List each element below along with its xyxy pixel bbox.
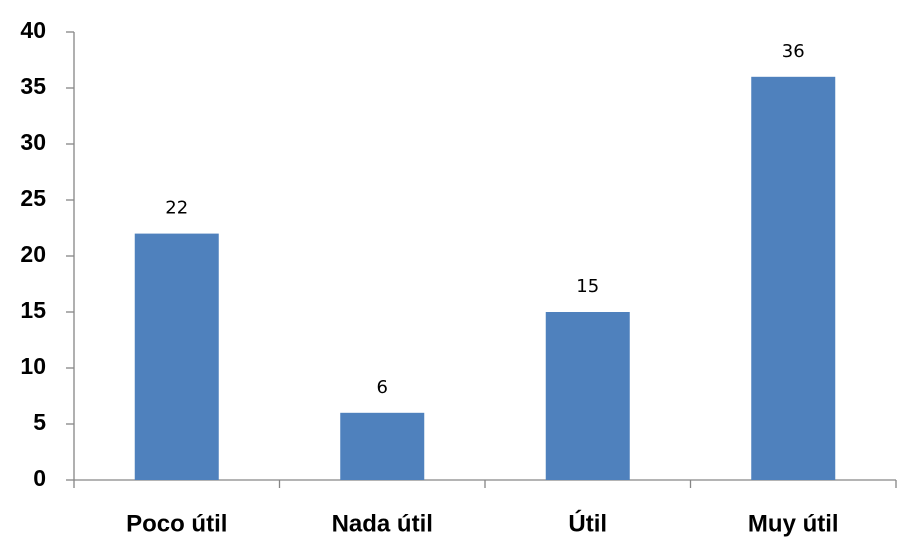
x-tick-label: Nada útil [332, 510, 433, 537]
y-tick-label: 30 [20, 129, 46, 155]
bar [545, 312, 630, 480]
x-tick-label: Poco útil [126, 510, 227, 537]
x-tick-label: Muy útil [748, 510, 839, 537]
y-tick-label: 5 [33, 409, 46, 435]
y-tick-label: 10 [20, 353, 46, 379]
y-tick-label: 15 [20, 297, 46, 323]
data-label: 36 [782, 41, 805, 62]
y-tick-label: 35 [20, 73, 46, 99]
data-label: 22 [165, 198, 188, 219]
y-tick-label: 20 [20, 241, 46, 267]
bar [751, 76, 836, 481]
bar [340, 412, 425, 480]
y-tick-label: 40 [20, 17, 46, 43]
x-tick-label: Útil [568, 509, 607, 537]
bar [134, 233, 219, 480]
y-tick-label: 0 [33, 465, 46, 491]
data-label: 6 [377, 377, 388, 398]
y-tick-label: 25 [20, 185, 46, 211]
data-label: 15 [576, 276, 599, 297]
